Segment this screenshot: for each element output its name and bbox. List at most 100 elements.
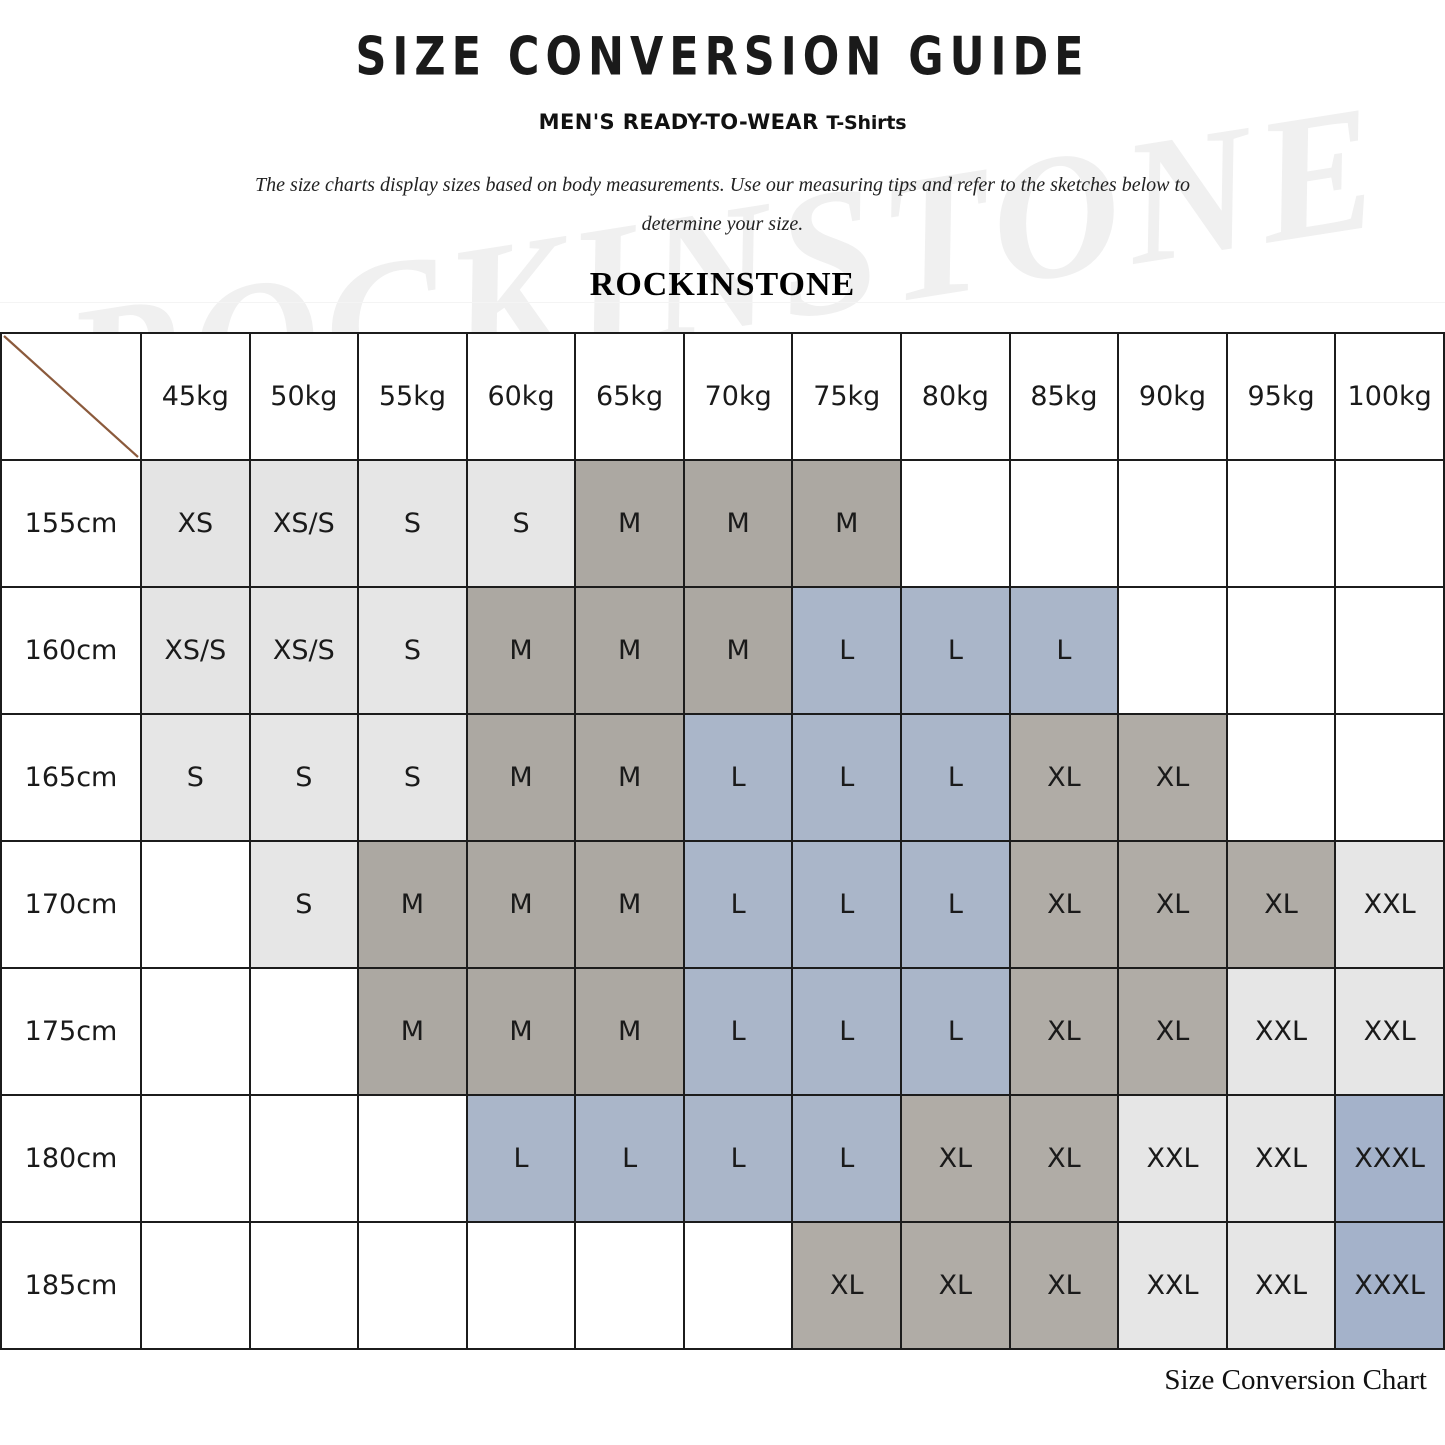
size-cell-empty bbox=[140, 1094, 251, 1223]
size-cell: L bbox=[1008, 586, 1120, 715]
subtitle-prefix: MEN'S READY-TO-WEAR bbox=[538, 110, 819, 134]
size-cell: S bbox=[140, 713, 251, 842]
corner-cell-diagonal bbox=[0, 332, 142, 461]
size-cell: XXL bbox=[1334, 967, 1445, 1096]
column-header-weight: 95kg bbox=[1225, 332, 1337, 461]
brand-name: ROCKINSTONE bbox=[589, 266, 856, 303]
size-cell-empty bbox=[1225, 586, 1337, 715]
size-cell: M bbox=[465, 967, 577, 1096]
table-row: 180cm L L L L XL XL XXL XXL XXXL bbox=[0, 1094, 1445, 1223]
size-cell: M bbox=[465, 840, 577, 969]
size-cell: XXL bbox=[1225, 1221, 1337, 1350]
size-conversion-table: 45kg 50kg 55kg 60kg 65kg 70kg 75kg 80kg 85kg 90kg… bbox=[0, 332, 1445, 1350]
size-cell: XS bbox=[140, 459, 251, 588]
size-cell: XL bbox=[1008, 713, 1120, 842]
size-cell: XXL bbox=[1117, 1094, 1228, 1223]
size-cell: XL bbox=[1008, 1094, 1120, 1223]
table-body: 155cm XS XS/S S S M M M 160cm XS/S XS/S S M M M L L L 165c… bbox=[0, 459, 1445, 1350]
size-cell-empty bbox=[682, 1221, 794, 1350]
size-cell: L bbox=[900, 586, 1011, 715]
size-cell-empty bbox=[1334, 459, 1445, 588]
size-cell: M bbox=[682, 586, 794, 715]
size-cell: S bbox=[357, 459, 468, 588]
size-cell: XL bbox=[1117, 840, 1228, 969]
subtitle: MEN'S READY-TO-WEAR T-Shirts bbox=[0, 72, 1445, 134]
size-cell: L bbox=[791, 586, 903, 715]
column-header-weight: 60kg bbox=[465, 332, 577, 461]
table-row: 165cm S S S M M L L L XL XL bbox=[0, 713, 1445, 842]
size-cell: L bbox=[682, 840, 794, 969]
diagonal-divider-icon bbox=[3, 335, 139, 458]
column-header-weight: 55kg bbox=[357, 332, 468, 461]
size-cell: XXXL bbox=[1334, 1094, 1445, 1223]
size-cell: L bbox=[900, 967, 1011, 1096]
size-cell: L bbox=[791, 713, 903, 842]
size-cell: L bbox=[574, 1094, 685, 1223]
size-cell: XXL bbox=[1225, 1094, 1337, 1223]
row-header-height: 165cm bbox=[0, 713, 142, 842]
size-cell: L bbox=[465, 1094, 577, 1223]
size-cell: S bbox=[248, 840, 360, 969]
subtitle-category: T-Shirts bbox=[826, 112, 907, 134]
size-cell: L bbox=[682, 967, 794, 1096]
column-header-weight: 70kg bbox=[682, 332, 794, 461]
size-cell: XXL bbox=[1225, 967, 1337, 1096]
size-cell: M bbox=[574, 713, 685, 842]
size-cell: S bbox=[357, 713, 468, 842]
size-cell: L bbox=[791, 1094, 903, 1223]
row-header-height: 175cm bbox=[0, 967, 142, 1096]
size-cell: XL bbox=[1008, 1221, 1120, 1350]
size-cell: M bbox=[357, 967, 468, 1096]
size-cell: XXL bbox=[1334, 840, 1445, 969]
description-text: The size charts display sizes based on b… bbox=[254, 174, 1191, 235]
column-header-weight: 50kg bbox=[248, 332, 360, 461]
size-cell: M bbox=[465, 586, 577, 715]
size-cell-empty bbox=[1117, 459, 1228, 588]
header-row: 45kg 50kg 55kg 60kg 65kg 70kg 75kg 80kg 85kg 90kg… bbox=[0, 332, 1445, 461]
size-cell: XS/S bbox=[140, 586, 251, 715]
column-header-weight: 45kg bbox=[140, 332, 251, 461]
column-header-weight: 90kg bbox=[1117, 332, 1228, 461]
size-cell: M bbox=[357, 840, 468, 969]
size-cell-empty bbox=[140, 967, 251, 1096]
size-table-container: 45kg 50kg 55kg 60kg 65kg 70kg 75kg 80kg 85kg 90kg… bbox=[0, 332, 1445, 1350]
size-cell: S bbox=[357, 586, 468, 715]
column-header-weight: 65kg bbox=[574, 332, 685, 461]
column-header-weight: 100kg bbox=[1334, 332, 1445, 461]
table-row: 175cm M M M L L L XL XL XXL XXL bbox=[0, 967, 1445, 1096]
size-cell-empty bbox=[248, 1094, 360, 1223]
size-cell: XL bbox=[1117, 967, 1228, 1096]
size-cell: XL bbox=[900, 1221, 1011, 1350]
size-cell-empty bbox=[1225, 459, 1337, 588]
size-cell: XL bbox=[1008, 967, 1120, 1096]
size-cell-empty bbox=[357, 1094, 468, 1223]
size-cell-empty bbox=[1008, 459, 1120, 588]
chart-caption: Size Conversion Chart bbox=[1164, 1364, 1427, 1396]
size-cell: XL bbox=[1117, 713, 1228, 842]
size-cell: L bbox=[682, 1094, 794, 1223]
size-cell-empty bbox=[248, 967, 360, 1096]
size-cell: M bbox=[574, 967, 685, 1096]
size-cell: XL bbox=[900, 1094, 1011, 1223]
table-row: 160cm XS/S XS/S S M M M L L L bbox=[0, 586, 1445, 715]
size-cell-empty bbox=[1225, 713, 1337, 842]
size-cell: S bbox=[465, 459, 577, 588]
size-cell: L bbox=[682, 713, 794, 842]
size-cell-empty bbox=[1334, 586, 1445, 715]
size-cell: XXXL bbox=[1334, 1221, 1445, 1350]
size-cell: M bbox=[574, 840, 685, 969]
size-cell-empty bbox=[1117, 586, 1228, 715]
size-cell: L bbox=[791, 840, 903, 969]
row-header-height: 180cm bbox=[0, 1094, 142, 1223]
table-row: 170cm S M M M L L L XL XL XL XXL bbox=[0, 840, 1445, 969]
size-cell-empty bbox=[900, 459, 1011, 588]
size-cell: L bbox=[900, 713, 1011, 842]
row-header-height: 155cm bbox=[0, 459, 142, 588]
size-cell: L bbox=[791, 967, 903, 1096]
row-header-height: 170cm bbox=[0, 840, 142, 969]
size-cell-empty bbox=[248, 1221, 360, 1350]
size-cell: XL bbox=[1225, 840, 1337, 969]
size-cell-empty bbox=[140, 1221, 251, 1350]
header-block: SIZE CONVERSION GUIDE MEN'S READY-TO-WEA… bbox=[0, 0, 1445, 304]
